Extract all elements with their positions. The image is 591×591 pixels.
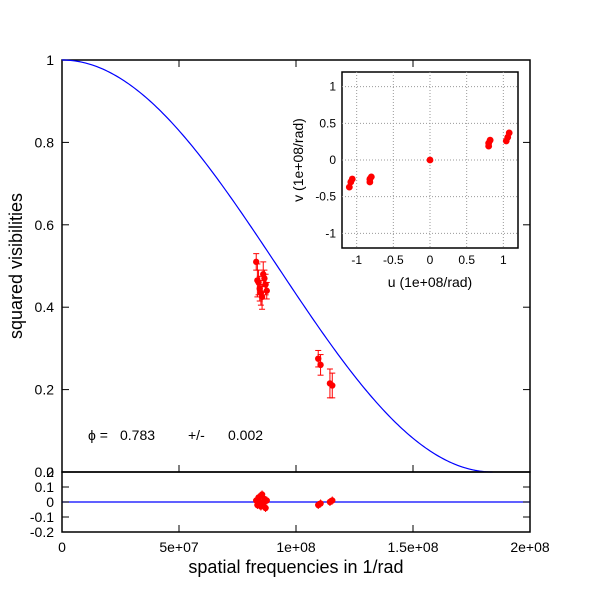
inset-y-tick-label: 0.5 (319, 116, 336, 130)
main-plot: 00.20.40.60.81 squared visibilities ϕ = … (6, 52, 531, 480)
inset-x-axis-label: u (1e+08/rad) (388, 274, 472, 290)
x-tick-label: 2e+08 (510, 539, 550, 555)
data-point (329, 382, 336, 389)
inset-y-tick-label: -0.5 (315, 190, 336, 204)
residual-y-tick-label: 0 (46, 494, 54, 510)
data-point (315, 355, 322, 362)
uv-point (486, 136, 494, 144)
x-tick-label: 5e+07 (159, 539, 199, 555)
uv-point (505, 129, 513, 137)
inset-data-points (345, 129, 513, 191)
residual-ticks: -0.2-0.100.10.20 5e+07 1e+08 1.5e+08 2e+08 (30, 464, 550, 555)
uv-coverage-inset: -1 -1 -0.5 -0.5 0 0 0.5 0.5 1 1 u (1e+08/rad) v (… (290, 71, 519, 290)
main-y-tick-label: 0.2 (35, 382, 55, 398)
residual-point (317, 500, 324, 507)
inset-x-tick-label: 0 (427, 253, 434, 267)
residual-point (329, 497, 336, 504)
main-y-tick-label: 0.4 (35, 299, 55, 315)
inset-x-tick-label: -1 (351, 253, 362, 267)
phi-symbol: ϕ = (88, 427, 108, 443)
residual-data-points (253, 490, 336, 512)
uv-point (426, 156, 434, 164)
main-y-tick-label: 1 (46, 52, 54, 68)
inset-y-axis-label: v (1e+08/rad) (290, 118, 306, 202)
x-tick-label: 1e+08 (276, 539, 316, 555)
main-ticks: 00.20.40.60.81 (35, 52, 531, 480)
inset-x-tick-label: 1 (500, 253, 507, 267)
residual-y-tick-label: -0.1 (30, 509, 54, 525)
residual-plot: -0.2-0.100.10.20 5e+07 1e+08 1.5e+08 2e+08 s… (30, 464, 550, 577)
inset-x-tick-label: -0.5 (383, 253, 404, 267)
main-y-tick-label: 0 (46, 464, 54, 480)
phi-plus-minus: +/- (188, 427, 205, 443)
inset-y-tick-label: 0 (329, 153, 336, 167)
main-y-tick-label: 0.8 (35, 134, 55, 150)
model-curve (61, 59, 493, 473)
main-y-axis-label: squared visibilities (6, 193, 26, 339)
inset-y-tick-label: 1 (329, 80, 336, 94)
uv-point (345, 183, 353, 191)
phi-annotation: ϕ = 0.783 +/- 0.002 (88, 427, 263, 443)
uv-point (348, 175, 356, 183)
inset-x-tick-label: 0.5 (458, 253, 475, 267)
main-data-points (253, 253, 336, 399)
inset-y-tick-label: -1 (325, 226, 336, 240)
data-point (263, 287, 270, 294)
residual-y-tick-label: 0.2 (35, 464, 55, 480)
inset-ticks: -1 -1 -0.5 -0.5 0 0 0.5 0.5 1 1 (315, 80, 507, 267)
residual-y-tick-label: 0.1 (35, 479, 55, 495)
residual-point (262, 504, 269, 512)
data-point (261, 275, 268, 282)
x-tick-label: 1.5e+08 (388, 539, 439, 555)
phi-value: 0.783 (120, 427, 155, 443)
main-x-axis-label: spatial frequencies in 1/rad (188, 557, 403, 577)
residual-point (263, 497, 270, 504)
main-y-tick-label: 0.6 (35, 217, 55, 233)
x-tick-label: 0 (58, 539, 66, 555)
residual-y-tick-label: -0.2 (30, 524, 54, 540)
data-point (317, 361, 324, 369)
phi-error: 0.002 (228, 427, 263, 443)
uv-point (367, 173, 375, 181)
